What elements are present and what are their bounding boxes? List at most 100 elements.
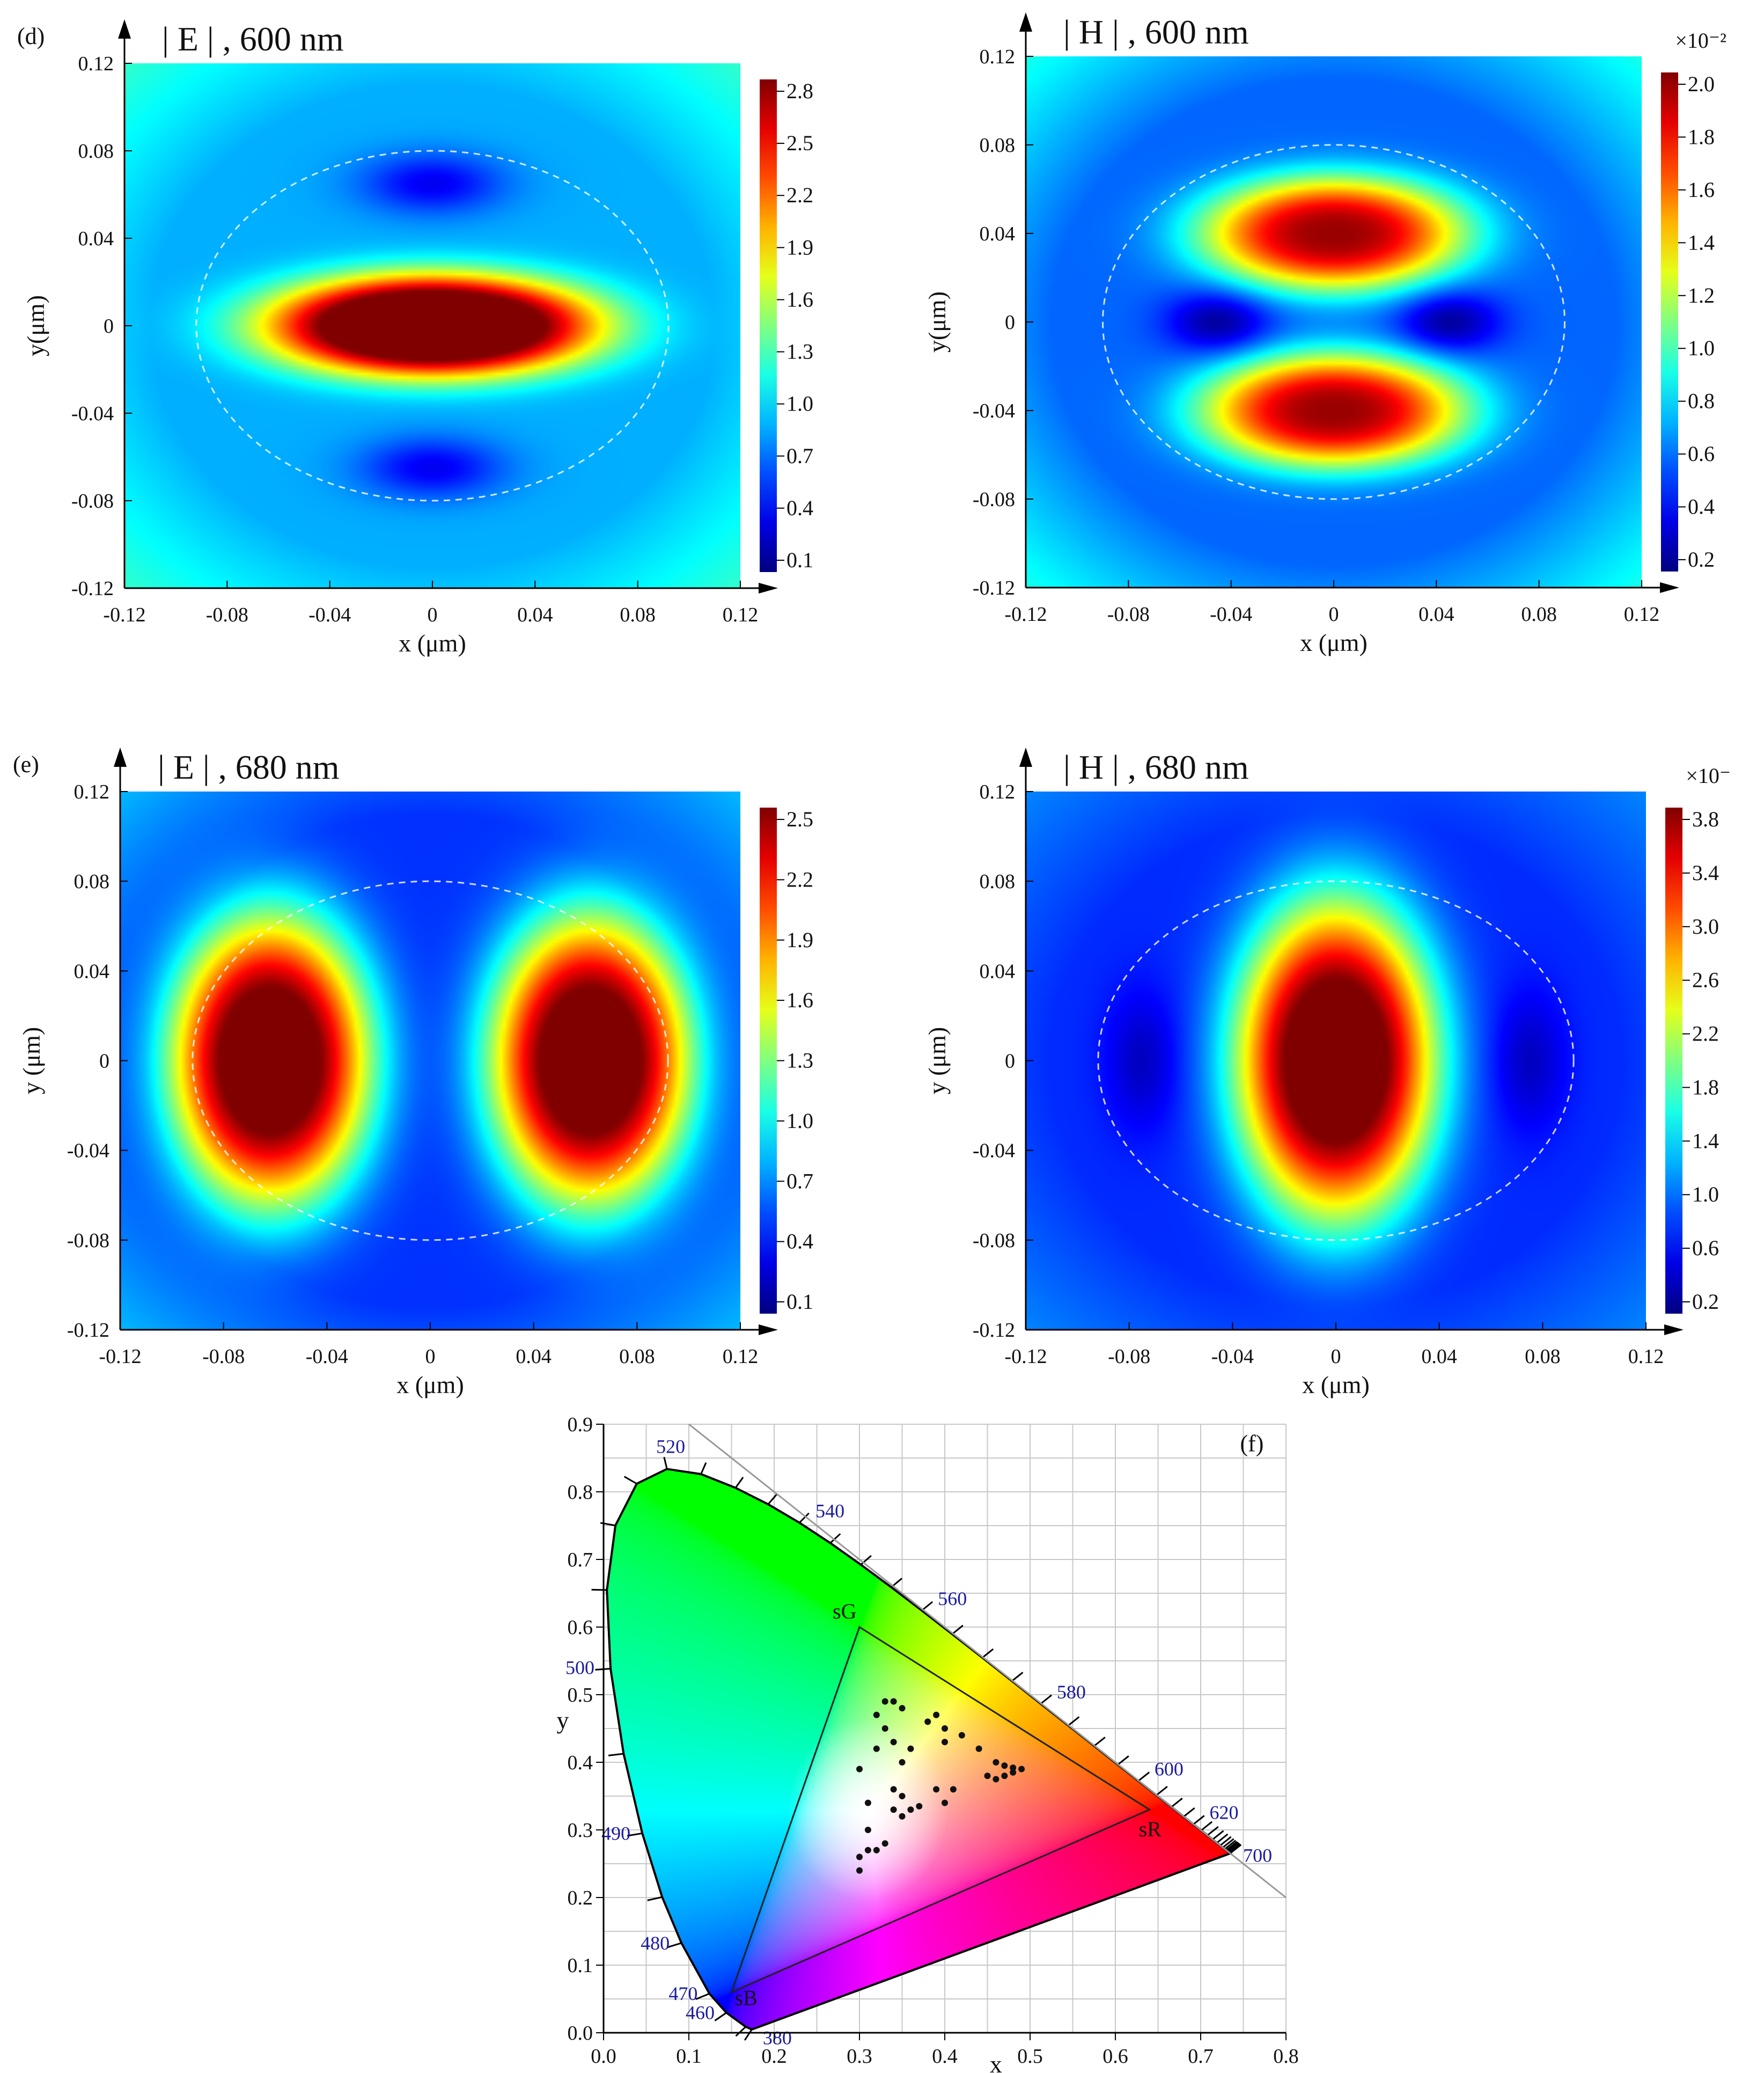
locus-tick [1137, 1771, 1150, 1782]
locus-tick [1011, 1672, 1024, 1682]
colorbar-tick-label: 3.4 [1692, 861, 1719, 885]
cie-y-tick-label: 0.1 [568, 1954, 593, 1977]
locus-tick [921, 1601, 934, 1611]
field-map [124, 63, 740, 588]
locus-tick [1068, 1716, 1080, 1726]
x-tick-label: 0.12 [1624, 603, 1660, 626]
x-tick-label: 0.12 [1628, 1345, 1664, 1368]
y-tick-label: -0.12 [973, 1319, 1015, 1342]
y-tick-label: 0 [99, 1050, 109, 1073]
y-tick-label: -0.08 [973, 488, 1015, 511]
x-tick-label: -0.12 [103, 604, 145, 626]
cie-x-tick-label: 0.3 [847, 2045, 872, 2068]
y-tick-label: 0.12 [74, 781, 110, 803]
x-tick-label: 0.12 [723, 604, 759, 626]
x-tick-label: 0.04 [1418, 603, 1454, 626]
wavelength-label: 560 [938, 1588, 967, 1609]
locus-tick [663, 1456, 668, 1469]
locus-tick [1183, 1807, 1195, 1818]
data-point [899, 1793, 906, 1799]
y-tick-label: -0.08 [71, 490, 114, 512]
locus-tick [735, 2026, 746, 2037]
x-tick-label: 0 [1329, 603, 1339, 626]
locus-tick [1226, 1841, 1239, 1852]
x-axis-arrow [1664, 1324, 1684, 1335]
colorbar-tick-label: 0.7 [787, 444, 813, 468]
y-tick-label: -0.12 [973, 577, 1015, 599]
colorbar [760, 79, 777, 572]
locus-tick [982, 1648, 994, 1659]
panel-label: (e) [13, 751, 39, 778]
colorbar-tick-label: 0.1 [787, 548, 813, 572]
cie-x-tick-label: 0.7 [1188, 2045, 1214, 2068]
colorbar-tick-label: 0.2 [1688, 547, 1715, 572]
colorbar-exponent: ×10⁻² [1675, 28, 1726, 53]
data-point [933, 1711, 940, 1718]
y-tick-label: -0.12 [71, 577, 114, 600]
x-tick-label: 0 [428, 604, 438, 626]
field-map [1026, 792, 1646, 1330]
locus-tick [1093, 1737, 1106, 1747]
y-axis-arrow [114, 748, 127, 767]
field-map [120, 792, 740, 1330]
x-tick-label: -0.12 [1004, 1345, 1047, 1368]
y-tick-label: 0.04 [980, 960, 1016, 983]
data-point [950, 1786, 957, 1793]
locus-tick [1219, 1836, 1232, 1847]
locus-tick [1156, 1785, 1168, 1796]
x-tick-label: -0.12 [1004, 603, 1047, 626]
colorbar-tick-label: 2.6 [1692, 968, 1719, 992]
wavelength-label: 620 [1209, 1802, 1238, 1823]
colorbar-tick-label: 3.8 [1692, 807, 1719, 831]
cie-x-tick-label: 0.8 [1273, 2045, 1299, 2068]
data-point [856, 1766, 863, 1772]
y-tick-label: 0.04 [74, 960, 110, 983]
heatmap-panel-e-H: -0.12 -0.08 -0.04 0 0.04 0.08 0.12 0.12 0.08 0.04… [923, 748, 1731, 1398]
x-tick-label: -0.08 [1108, 1345, 1150, 1368]
data-point [890, 1739, 897, 1746]
locus-tick [1117, 1755, 1129, 1766]
colorbar-tick-label: 1.9 [787, 235, 813, 259]
colorbar-tick-label: 1.0 [1688, 336, 1715, 360]
data-point [864, 1827, 871, 1833]
data-point [1018, 1766, 1025, 1772]
wavelength-label: 460 [686, 2002, 715, 2024]
colorbar-tick-label: 2.8 [787, 79, 813, 103]
data-point [1001, 1772, 1008, 1779]
locus-tick [700, 1462, 707, 1475]
y-tick-label: -0.04 [973, 400, 1015, 422]
y-axis-arrow [1019, 748, 1032, 767]
panel-title: | E | , 680 nm [158, 748, 340, 786]
colorbar-tick-label: 0.8 [1688, 389, 1715, 413]
colorbar-tick-label: 1.6 [787, 287, 813, 311]
heatmap-panel-d-E: -0.12 -0.08 -0.04 0 0.04 0.08 0.12 0.12 0.08 0.04… [17, 19, 813, 657]
colorbar-tick-label: 1.4 [1692, 1129, 1719, 1153]
data-point [907, 1745, 914, 1752]
cie-y-tick-label: 0.8 [568, 1481, 593, 1504]
data-point [975, 1745, 982, 1752]
colorbar [1661, 72, 1678, 572]
wavelength-label: 600 [1155, 1759, 1184, 1780]
locus-tick [1230, 1844, 1242, 1854]
locus-tick [829, 1533, 841, 1544]
locus-ticks [591, 1456, 1242, 2041]
x-tick-label: 0 [425, 1345, 436, 1368]
colorbar-tick-label: 1.8 [1692, 1075, 1719, 1099]
gamut-label-sG: sG [833, 1599, 856, 1623]
cie-y-tick-label: 0.2 [568, 1887, 593, 1909]
x-axis-arrow [1660, 582, 1679, 593]
x-tick-label: 0.08 [1521, 603, 1557, 626]
locus-tick [1171, 1797, 1183, 1808]
colorbar-tick-label: 1.0 [1692, 1182, 1719, 1206]
particle-outline [1102, 144, 1565, 500]
x-axis-label: x (μm) [396, 1371, 464, 1398]
y-axis-arrow [118, 19, 131, 39]
cie-panel-label: (f) [1240, 1430, 1263, 1456]
y-tick-label: 0.04 [78, 228, 114, 250]
panel-title: | H | , 600 nm [1063, 13, 1249, 51]
y-tick-label: -0.12 [67, 1319, 109, 1342]
y-tick-label: 0.04 [980, 223, 1016, 245]
data-point [942, 1739, 948, 1746]
colorbar-tick-label: 1.0 [787, 392, 813, 416]
